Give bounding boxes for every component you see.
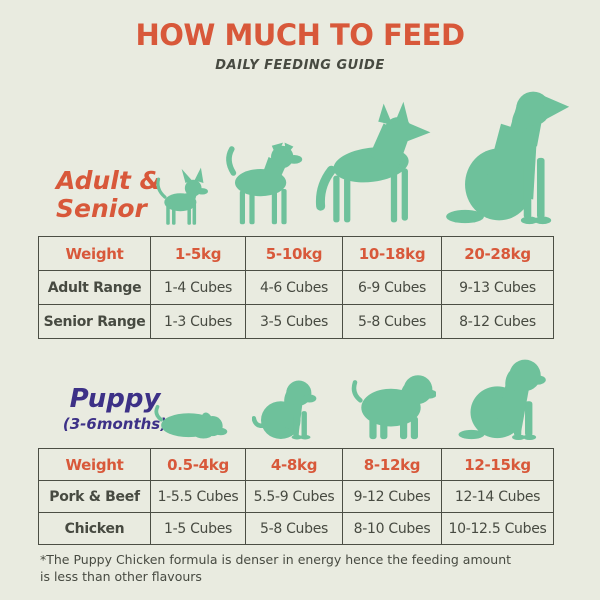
table-row: Adult Range 1-4 Cubes 4-6 Cubes 6-9 Cube… xyxy=(38,270,554,305)
chihuahua-dog-icon xyxy=(156,167,208,225)
cubes-cell: 9-13 Cubes xyxy=(441,270,554,305)
german-shepherd-dog-icon xyxy=(316,101,431,223)
puppy-dog-silhouettes xyxy=(152,354,556,440)
cubes-cell: 5.5-9 Cubes xyxy=(245,480,343,513)
cubes-cell: 1-5.5 Cubes xyxy=(150,480,246,513)
row-label-cell: Chicken xyxy=(38,512,151,545)
golden-retriever-dog-icon xyxy=(446,91,570,225)
footnote-line2: is less than other flavours xyxy=(40,568,202,584)
weight-range-cell: 4-8kg xyxy=(245,448,343,481)
adult-dog-silhouettes xyxy=(152,82,574,226)
weight-range-cell: 8-12kg xyxy=(342,448,442,481)
cubes-cell: 4-6 Cubes xyxy=(245,270,343,305)
cubes-cell: 5-8 Cubes xyxy=(245,512,343,545)
row-label-cell: Adult Range xyxy=(38,270,151,305)
puppy-sitting-large-icon xyxy=(458,359,546,440)
cubes-cell: 6-9 Cubes xyxy=(342,270,442,305)
table-row: Pork & Beef 1-5.5 Cubes 5.5-9 Cubes 9-12… xyxy=(38,480,554,513)
cubes-cell: 3-5 Cubes xyxy=(245,304,343,339)
row-label-cell: Senior Range xyxy=(38,304,151,339)
weight-header-cell: Weight xyxy=(38,448,151,481)
page-subtitle: DAILY FEEDING GUIDE xyxy=(215,57,385,73)
weight-range-cell: 1-5kg xyxy=(150,236,246,271)
weight-header-cell: Weight xyxy=(38,236,151,271)
weight-range-cell: 0.5-4kg xyxy=(150,448,246,481)
cubes-cell: 1-3 Cubes xyxy=(150,304,246,339)
puppy-feeding-table: Weight 0.5-4kg 4-8kg 8-12kg 12-15kg Pork… xyxy=(38,448,554,545)
footnote: *The Puppy Chicken formula is denser in … xyxy=(40,552,560,586)
terrier-dog-icon xyxy=(225,142,302,225)
table-row: Chicken 1-5 Cubes 5-8 Cubes 8-10 Cubes 1… xyxy=(38,512,554,545)
puppy-lying-icon xyxy=(154,404,228,439)
cubes-cell: 1-5 Cubes xyxy=(150,512,246,545)
puppy-label: Puppy (3-6months) xyxy=(40,384,190,434)
adult-feeding-table: Weight 1-5kg 5-10kg 10-18kg 20-28kg Adul… xyxy=(38,236,554,339)
cubes-cell: 10-12.5 Cubes xyxy=(441,512,554,545)
cubes-cell: 5-8 Cubes xyxy=(342,304,442,339)
footnote-line1: *The Puppy Chicken formula is denser in … xyxy=(40,552,512,567)
adult-senior-label-line2: Senior xyxy=(56,194,147,223)
adult-senior-label-line1: Adult & xyxy=(56,166,162,195)
puppy-sitting-small-icon xyxy=(252,380,317,440)
table-row: Senior Range 1-3 Cubes 3-5 Cubes 5-8 Cub… xyxy=(38,304,554,339)
weight-range-cell: 10-18kg xyxy=(342,236,442,271)
table-row: Weight 1-5kg 5-10kg 10-18kg 20-28kg xyxy=(38,236,554,271)
page-title: HOW MUCH TO FEED xyxy=(135,18,465,52)
cubes-cell: 8-12 Cubes xyxy=(441,304,554,339)
puppy-standing-icon xyxy=(351,375,436,440)
puppy-label-line1: Puppy xyxy=(69,384,161,414)
cubes-cell: 9-12 Cubes xyxy=(342,480,442,513)
table-row: Weight 0.5-4kg 4-8kg 8-12kg 12-15kg xyxy=(38,448,554,481)
cubes-cell: 8-10 Cubes xyxy=(342,512,442,545)
puppy-label-line2: (3-6months) xyxy=(62,415,168,434)
weight-range-cell: 5-10kg xyxy=(245,236,343,271)
weight-range-cell: 12-15kg xyxy=(441,448,554,481)
header: HOW MUCH TO FEED DAILY FEEDING GUIDE xyxy=(0,18,600,73)
row-label-cell: Pork & Beef xyxy=(38,480,151,513)
cubes-cell: 12-14 Cubes xyxy=(441,480,554,513)
weight-range-cell: 20-28kg xyxy=(441,236,554,271)
adult-senior-label: Adult & Senior xyxy=(56,167,186,223)
cubes-cell: 1-4 Cubes xyxy=(150,270,246,305)
